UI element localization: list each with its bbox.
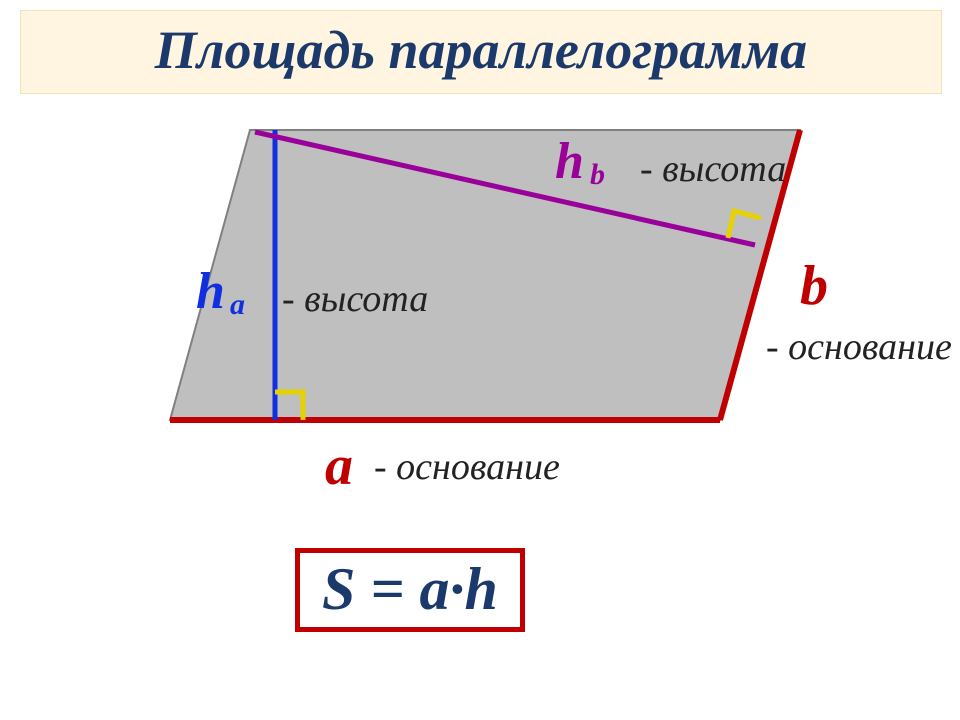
label-hb-h: h bbox=[555, 136, 584, 188]
label-b: b bbox=[800, 258, 828, 314]
formula-box: S = a·h bbox=[295, 548, 525, 632]
label-a: a bbox=[325, 438, 353, 494]
label-ha-sub: a bbox=[230, 290, 245, 320]
label-hb-sub: b bbox=[590, 160, 605, 190]
label-ha-h: h bbox=[196, 266, 225, 318]
label-a-note: - основание bbox=[374, 448, 560, 486]
label-hb-note: - высота bbox=[640, 150, 786, 188]
label-b-note: - основание bbox=[766, 328, 952, 366]
label-ha-note: - высота bbox=[282, 280, 428, 318]
